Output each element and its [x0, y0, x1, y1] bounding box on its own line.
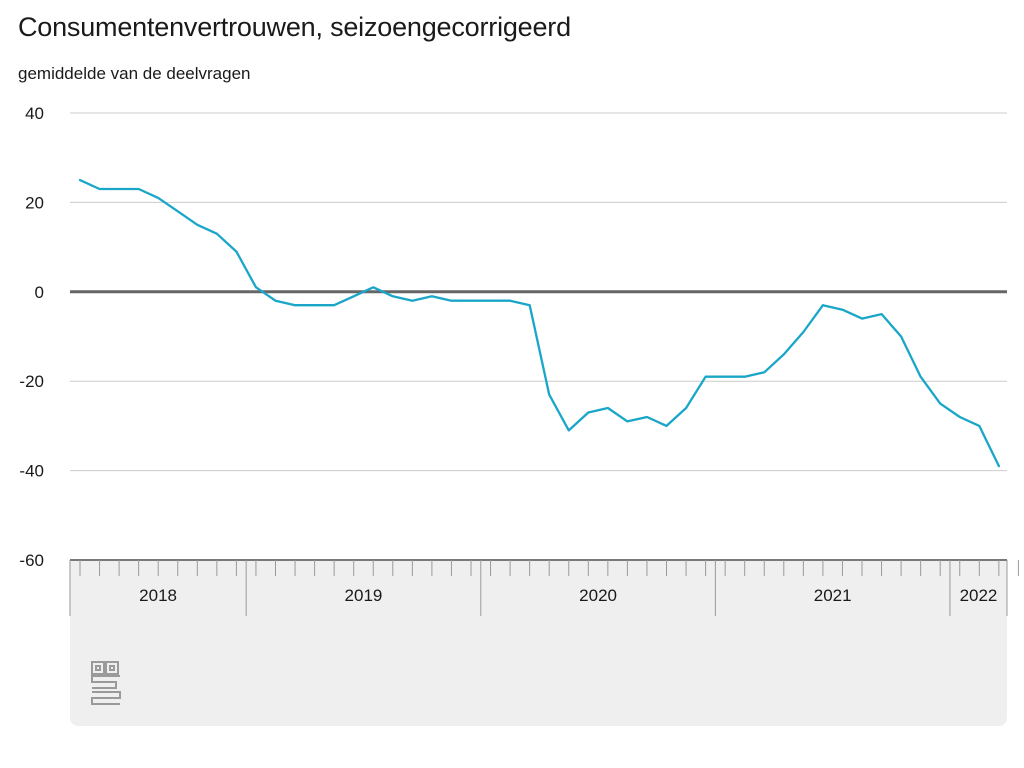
x-year-label: 2018: [139, 586, 177, 605]
x-year-label: 2019: [345, 586, 383, 605]
y-tick-label: 0: [35, 283, 44, 302]
x-axis: 2018 2019 2020 2021 2022: [69, 559, 1019, 616]
y-tick-label: 40: [25, 104, 44, 123]
x-axis-band: [70, 561, 1007, 616]
x-year-label: 2020: [579, 586, 617, 605]
y-tick-label: 20: [25, 193, 44, 212]
y-tick-label: -20: [19, 372, 44, 391]
y-tick-label: -40: [19, 462, 44, 481]
series-layer: [78, 178, 1001, 468]
chart-title: Consumentenvertrouwen, seizoengecorrigee…: [18, 12, 571, 42]
cbs-logo-icon: [91, 661, 121, 705]
series-line: [78, 178, 1001, 468]
line-chart: 40 20 0 -20 -40 -60 2018 2019 2020 2021 2022: [19, 104, 1019, 616]
x-year-label: 2022: [960, 586, 998, 605]
y-tick-label: -60: [19, 551, 44, 570]
footer-panel: [70, 616, 1007, 726]
gridlines: 40 20 0 -20 -40 -60: [19, 104, 1007, 570]
x-year-label: 2021: [814, 586, 852, 605]
chart-subtitle: gemiddelde van de deelvragen: [18, 64, 251, 83]
